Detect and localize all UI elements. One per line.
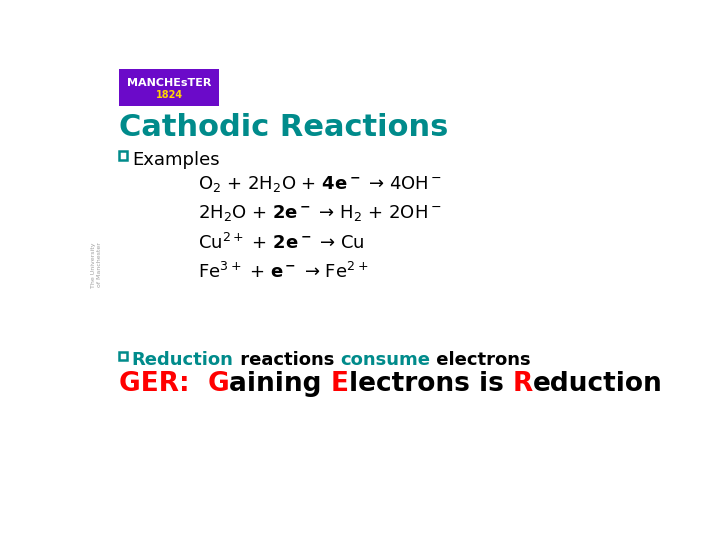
Text: 2H$_2$O + $\mathbf{2e^-}$ → H$_2$ + 2OH$^-$: 2H$_2$O + $\mathbf{2e^-}$ → H$_2$ + 2OH$…: [199, 204, 442, 224]
Text: Reduction: Reduction: [132, 352, 234, 369]
Text: MANCHEsTER: MANCHEsTER: [127, 78, 211, 87]
Text: G: G: [207, 372, 229, 397]
Text: Cathodic Reactions: Cathodic Reactions: [119, 113, 448, 143]
Text: lectrons is: lectrons is: [349, 372, 513, 397]
Text: 1824: 1824: [156, 90, 183, 100]
Text: O$_2$ + 2H$_2$O + $\mathbf{4e^-}$ → 4OH$^-$: O$_2$ + 2H$_2$O + $\mathbf{4e^-}$ → 4OH$…: [199, 174, 443, 194]
Text: reactions: reactions: [234, 352, 341, 369]
Text: R: R: [513, 372, 534, 397]
FancyBboxPatch shape: [119, 69, 220, 106]
Text: GER:: GER:: [119, 372, 207, 397]
Text: eduction: eduction: [534, 372, 663, 397]
Text: Cu$^{2+}$ + $\mathbf{2e^-}$ → Cu: Cu$^{2+}$ + $\mathbf{2e^-}$ → Cu: [199, 233, 365, 253]
Text: Examples: Examples: [132, 151, 220, 169]
Text: E: E: [331, 372, 349, 397]
Text: consume: consume: [341, 352, 431, 369]
Text: electrons: electrons: [431, 352, 531, 369]
Text: The University
of Manchester: The University of Manchester: [91, 242, 102, 288]
Text: aining: aining: [229, 372, 331, 397]
Text: Fe$^{3+}$ + $\mathbf{e^-}$ → Fe$^{2+}$: Fe$^{3+}$ + $\mathbf{e^-}$ → Fe$^{2+}$: [199, 262, 369, 282]
